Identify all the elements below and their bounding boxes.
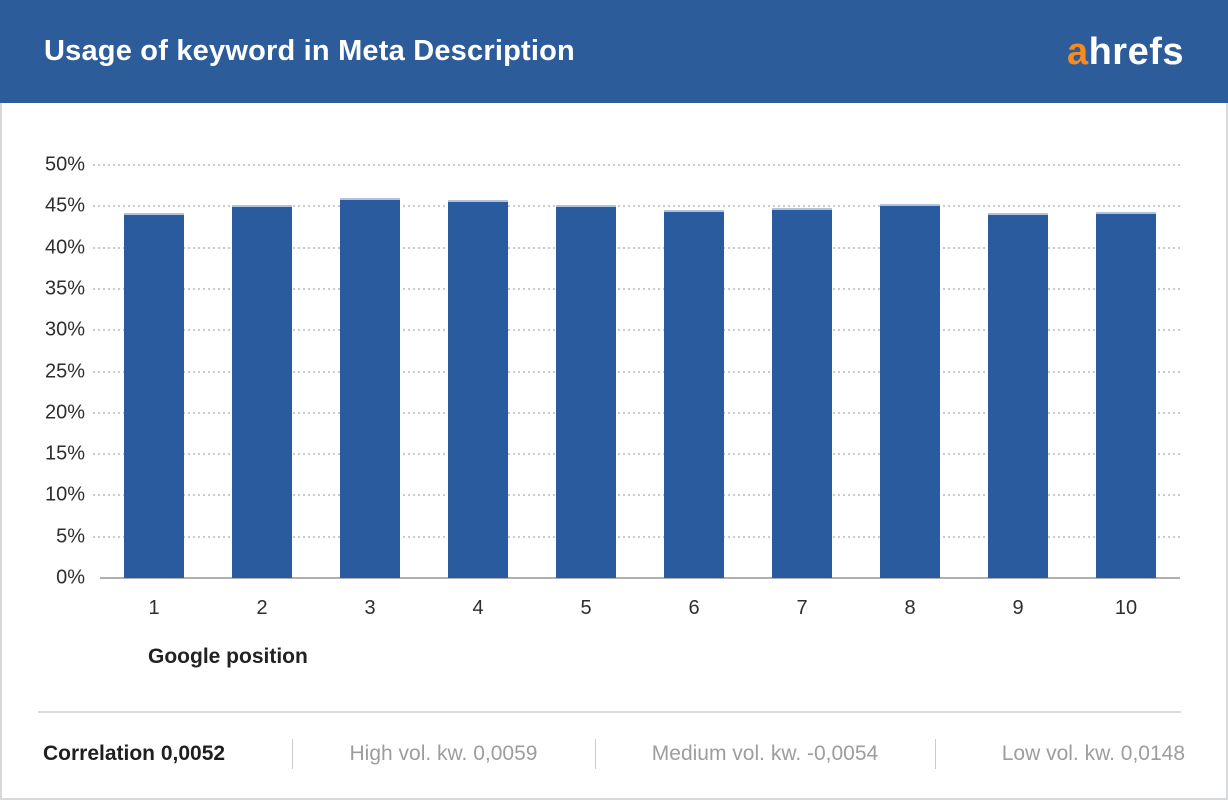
correlation-low-volume: Low vol. kw. 0,0148 [935, 742, 1228, 766]
bar-position-3 [340, 198, 400, 578]
bar-position-5 [556, 205, 616, 578]
ytick-label-45: 45% [44, 194, 85, 217]
bar-slot-8 [856, 165, 964, 578]
xtick-label-10: 10 [1114, 597, 1138, 619]
correlation-medium-volume: Medium vol. kw. -0,0054 [595, 742, 935, 766]
gridline-35 [93, 287, 1180, 290]
ytick-label-40: 40% [44, 236, 85, 259]
bar-slot-7 [748, 165, 856, 578]
ytick-label-30: 30% [44, 318, 85, 341]
bar-slot-10 [1072, 165, 1180, 578]
gridline-45 [93, 205, 1180, 208]
bar-position-8 [880, 203, 940, 578]
bar-position-2 [232, 205, 292, 578]
ytick-label-20: 20% [44, 401, 85, 424]
gridline-20 [93, 411, 1180, 414]
gridline-10 [93, 494, 1180, 497]
footer: Correlation 0,0052 High vol. kw. 0,0059 … [0, 732, 1228, 776]
gridline-5 [93, 535, 1180, 538]
ahrefs-logo-accent-letter: a [1066, 30, 1089, 73]
gridline-25 [93, 370, 1180, 373]
bar-slot-4 [424, 165, 532, 578]
gridline-30 [93, 329, 1180, 332]
bar-slot-6 [640, 165, 748, 578]
xtick-label-4: 4 [472, 597, 484, 619]
xtick-label-5: 5 [580, 597, 592, 619]
ytick-label-50: 50% [44, 153, 85, 176]
chart-title: Usage of keyword in Meta Description [44, 35, 575, 67]
x-axis-title: Google position [148, 645, 308, 668]
ytick-label-5: 5% [56, 525, 85, 548]
ytick-label-15: 15% [44, 442, 85, 465]
ytick-label-25: 25% [44, 360, 85, 382]
header: Usage of keyword in Meta Description ahr… [0, 0, 1228, 103]
bar-slot-5 [532, 165, 640, 578]
gridline-50 [93, 164, 1180, 166]
xtick-labels: 1 2 3 4 5 6 7 8 9 10 [100, 597, 1180, 620]
bar-slot-2 [208, 165, 316, 578]
bar-slot-1 [100, 165, 208, 578]
xtick-label-3: 3 [364, 597, 376, 619]
xtick-label-6: 6 [688, 597, 700, 619]
bars [100, 165, 1180, 578]
bar-position-1 [124, 212, 184, 578]
bar-position-7 [772, 207, 832, 578]
bar-slot-9 [964, 165, 1072, 578]
bar-position-9 [988, 212, 1048, 578]
xtick-label-2: 2 [256, 597, 268, 619]
gridline-15 [93, 453, 1180, 456]
ahrefs-logo-rest: hrefs [1088, 30, 1184, 73]
gridline-40 [93, 246, 1180, 249]
ytick-label-35: 35% [44, 277, 85, 300]
bar-slot-3 [316, 165, 424, 578]
bar-position-4 [448, 199, 508, 578]
xtick-label-1: 1 [148, 597, 160, 619]
correlation-high-volume: High vol. kw. 0,0059 [292, 742, 595, 766]
ahrefs-logo: ahrefs [1067, 33, 1184, 71]
ytick-label-0: 0% [56, 566, 85, 589]
bar-position-6 [664, 209, 724, 578]
ytick-label-10: 10% [44, 483, 85, 506]
bar-position-10 [1096, 212, 1156, 578]
plot-area: 0% 5% 10% 15% 20% 25% 30% 35% 40% 45% 50% 1 2 3 4 5 6 7 8… [45, 154, 1180, 619]
footer-divider [38, 711, 1181, 713]
xtick-label-9: 9 [1012, 597, 1024, 619]
gridline-0 [100, 577, 1180, 579]
correlation-overall: Correlation 0,0052 [43, 742, 226, 765]
xtick-label-8: 8 [904, 597, 916, 619]
xtick-label-7: 7 [796, 597, 808, 619]
chart-region: 0% 5% 10% 15% 20% 25% 30% 35% 40% 45% 50% 1 2 3 4 5 6 7 8… [0, 103, 1228, 711]
